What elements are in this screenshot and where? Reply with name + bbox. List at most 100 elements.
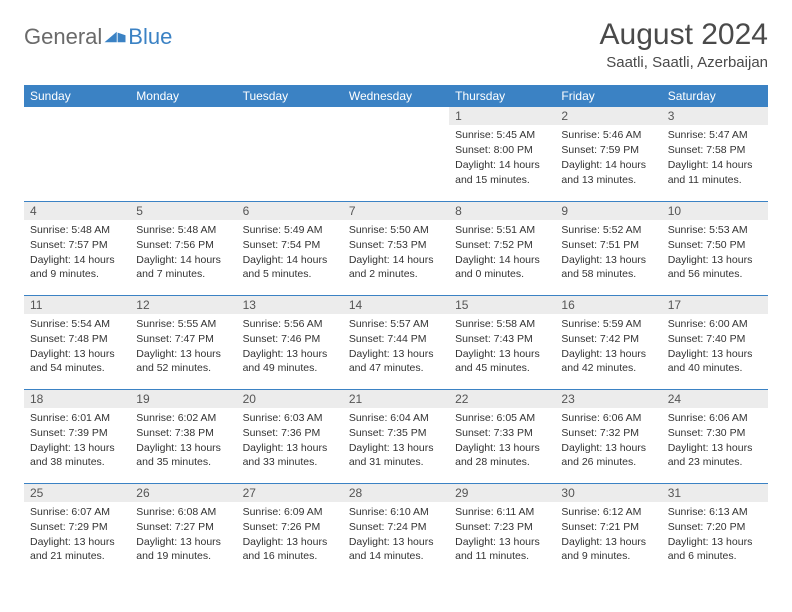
daylight-line: Daylight: 13 hours and 56 minutes. bbox=[668, 253, 762, 281]
day-number: 31 bbox=[662, 484, 768, 502]
sunrise-line: Sunrise: 6:06 AM bbox=[561, 411, 655, 425]
calendar-day-cell: 31Sunrise: 6:13 AMSunset: 7:20 PMDayligh… bbox=[662, 483, 768, 577]
sunrise-line: Sunrise: 5:54 AM bbox=[30, 317, 124, 331]
daylight-line: Daylight: 14 hours and 15 minutes. bbox=[455, 158, 549, 186]
weekday-header: Saturday bbox=[662, 85, 768, 107]
day-details: Sunrise: 5:48 AMSunset: 7:57 PMDaylight:… bbox=[24, 220, 130, 287]
sunrise-line: Sunrise: 5:47 AM bbox=[668, 128, 762, 142]
sunset-line: Sunset: 7:51 PM bbox=[561, 238, 655, 252]
sunrise-line: Sunrise: 5:46 AM bbox=[561, 128, 655, 142]
daylight-line: Daylight: 13 hours and 26 minutes. bbox=[561, 441, 655, 469]
sunrise-line: Sunrise: 6:12 AM bbox=[561, 505, 655, 519]
sunset-line: Sunset: 7:26 PM bbox=[243, 520, 337, 534]
day-number: 2 bbox=[555, 107, 661, 125]
sunset-line: Sunset: 7:32 PM bbox=[561, 426, 655, 440]
daylight-line: Daylight: 13 hours and 19 minutes. bbox=[136, 535, 230, 563]
day-number: 9 bbox=[555, 202, 661, 220]
calendar-day-cell bbox=[130, 107, 236, 201]
sunset-line: Sunset: 7:43 PM bbox=[455, 332, 549, 346]
sunrise-line: Sunrise: 6:13 AM bbox=[668, 505, 762, 519]
day-details: Sunrise: 5:50 AMSunset: 7:53 PMDaylight:… bbox=[343, 220, 449, 287]
sunset-line: Sunset: 7:21 PM bbox=[561, 520, 655, 534]
daylight-line: Daylight: 13 hours and 45 minutes. bbox=[455, 347, 549, 375]
logo-text-2: Blue bbox=[128, 24, 172, 50]
day-details: Sunrise: 5:57 AMSunset: 7:44 PMDaylight:… bbox=[343, 314, 449, 381]
sunset-line: Sunset: 7:59 PM bbox=[561, 143, 655, 157]
sunrise-line: Sunrise: 6:05 AM bbox=[455, 411, 549, 425]
day-number: 21 bbox=[343, 390, 449, 408]
daylight-line: Daylight: 13 hours and 11 minutes. bbox=[455, 535, 549, 563]
calendar-day-cell: 24Sunrise: 6:06 AMSunset: 7:30 PMDayligh… bbox=[662, 389, 768, 483]
day-details: Sunrise: 6:03 AMSunset: 7:36 PMDaylight:… bbox=[237, 408, 343, 475]
calendar-day-cell: 17Sunrise: 6:00 AMSunset: 7:40 PMDayligh… bbox=[662, 295, 768, 389]
sunrise-line: Sunrise: 6:07 AM bbox=[30, 505, 124, 519]
day-details: Sunrise: 5:51 AMSunset: 7:52 PMDaylight:… bbox=[449, 220, 555, 287]
sunrise-line: Sunrise: 5:50 AM bbox=[349, 223, 443, 237]
daylight-line: Daylight: 13 hours and 6 minutes. bbox=[668, 535, 762, 563]
calendar-day-cell: 30Sunrise: 6:12 AMSunset: 7:21 PMDayligh… bbox=[555, 483, 661, 577]
sunset-line: Sunset: 7:36 PM bbox=[243, 426, 337, 440]
day-number: 23 bbox=[555, 390, 661, 408]
empty-day bbox=[343, 107, 449, 125]
day-number: 27 bbox=[237, 484, 343, 502]
day-details: Sunrise: 6:11 AMSunset: 7:23 PMDaylight:… bbox=[449, 502, 555, 569]
sunset-line: Sunset: 8:00 PM bbox=[455, 143, 549, 157]
calendar-day-cell: 29Sunrise: 6:11 AMSunset: 7:23 PMDayligh… bbox=[449, 483, 555, 577]
calendar-day-cell: 15Sunrise: 5:58 AMSunset: 7:43 PMDayligh… bbox=[449, 295, 555, 389]
sunset-line: Sunset: 7:40 PM bbox=[668, 332, 762, 346]
weekday-header: Sunday bbox=[24, 85, 130, 107]
day-details: Sunrise: 6:09 AMSunset: 7:26 PMDaylight:… bbox=[237, 502, 343, 569]
day-details: Sunrise: 6:06 AMSunset: 7:32 PMDaylight:… bbox=[555, 408, 661, 475]
day-details: Sunrise: 5:53 AMSunset: 7:50 PMDaylight:… bbox=[662, 220, 768, 287]
calendar-day-cell: 3Sunrise: 5:47 AMSunset: 7:58 PMDaylight… bbox=[662, 107, 768, 201]
daylight-line: Daylight: 13 hours and 33 minutes. bbox=[243, 441, 337, 469]
sunset-line: Sunset: 7:30 PM bbox=[668, 426, 762, 440]
day-number: 17 bbox=[662, 296, 768, 314]
day-details: Sunrise: 5:55 AMSunset: 7:47 PMDaylight:… bbox=[130, 314, 236, 381]
day-details: Sunrise: 6:13 AMSunset: 7:20 PMDaylight:… bbox=[662, 502, 768, 569]
calendar-day-cell: 1Sunrise: 5:45 AMSunset: 8:00 PMDaylight… bbox=[449, 107, 555, 201]
day-details: Sunrise: 5:56 AMSunset: 7:46 PMDaylight:… bbox=[237, 314, 343, 381]
day-number: 22 bbox=[449, 390, 555, 408]
day-details: Sunrise: 6:10 AMSunset: 7:24 PMDaylight:… bbox=[343, 502, 449, 569]
sunset-line: Sunset: 7:38 PM bbox=[136, 426, 230, 440]
day-number: 8 bbox=[449, 202, 555, 220]
day-number: 15 bbox=[449, 296, 555, 314]
daylight-line: Daylight: 13 hours and 40 minutes. bbox=[668, 347, 762, 375]
sunset-line: Sunset: 7:27 PM bbox=[136, 520, 230, 534]
sunset-line: Sunset: 7:53 PM bbox=[349, 238, 443, 252]
calendar-day-cell: 6Sunrise: 5:49 AMSunset: 7:54 PMDaylight… bbox=[237, 201, 343, 295]
sunset-line: Sunset: 7:29 PM bbox=[30, 520, 124, 534]
sunrise-line: Sunrise: 5:52 AM bbox=[561, 223, 655, 237]
sunrise-line: Sunrise: 6:09 AM bbox=[243, 505, 337, 519]
sunrise-line: Sunrise: 5:45 AM bbox=[455, 128, 549, 142]
calendar-day-cell: 26Sunrise: 6:08 AMSunset: 7:27 PMDayligh… bbox=[130, 483, 236, 577]
empty-day bbox=[237, 107, 343, 125]
sunrise-line: Sunrise: 6:06 AM bbox=[668, 411, 762, 425]
calendar-day-cell: 21Sunrise: 6:04 AMSunset: 7:35 PMDayligh… bbox=[343, 389, 449, 483]
sunrise-line: Sunrise: 6:10 AM bbox=[349, 505, 443, 519]
sunset-line: Sunset: 7:48 PM bbox=[30, 332, 124, 346]
calendar-day-cell: 7Sunrise: 5:50 AMSunset: 7:53 PMDaylight… bbox=[343, 201, 449, 295]
day-number: 6 bbox=[237, 202, 343, 220]
day-details: Sunrise: 5:47 AMSunset: 7:58 PMDaylight:… bbox=[662, 125, 768, 192]
calendar-day-cell: 16Sunrise: 5:59 AMSunset: 7:42 PMDayligh… bbox=[555, 295, 661, 389]
calendar-week-row: 11Sunrise: 5:54 AMSunset: 7:48 PMDayligh… bbox=[24, 295, 768, 389]
sunrise-line: Sunrise: 6:11 AM bbox=[455, 505, 549, 519]
day-details: Sunrise: 5:49 AMSunset: 7:54 PMDaylight:… bbox=[237, 220, 343, 287]
calendar-day-cell: 5Sunrise: 5:48 AMSunset: 7:56 PMDaylight… bbox=[130, 201, 236, 295]
day-number: 3 bbox=[662, 107, 768, 125]
day-number: 10 bbox=[662, 202, 768, 220]
sunrise-line: Sunrise: 5:57 AM bbox=[349, 317, 443, 331]
sunset-line: Sunset: 7:42 PM bbox=[561, 332, 655, 346]
calendar-day-cell: 9Sunrise: 5:52 AMSunset: 7:51 PMDaylight… bbox=[555, 201, 661, 295]
sunrise-line: Sunrise: 5:49 AM bbox=[243, 223, 337, 237]
calendar-day-cell: 19Sunrise: 6:02 AMSunset: 7:38 PMDayligh… bbox=[130, 389, 236, 483]
day-details: Sunrise: 6:00 AMSunset: 7:40 PMDaylight:… bbox=[662, 314, 768, 381]
calendar-week-row: 18Sunrise: 6:01 AMSunset: 7:39 PMDayligh… bbox=[24, 389, 768, 483]
day-details: Sunrise: 5:59 AMSunset: 7:42 PMDaylight:… bbox=[555, 314, 661, 381]
calendar-table: Sunday Monday Tuesday Wednesday Thursday… bbox=[24, 85, 768, 577]
sunset-line: Sunset: 7:35 PM bbox=[349, 426, 443, 440]
day-details: Sunrise: 5:45 AMSunset: 8:00 PMDaylight:… bbox=[449, 125, 555, 192]
daylight-line: Daylight: 14 hours and 2 minutes. bbox=[349, 253, 443, 281]
